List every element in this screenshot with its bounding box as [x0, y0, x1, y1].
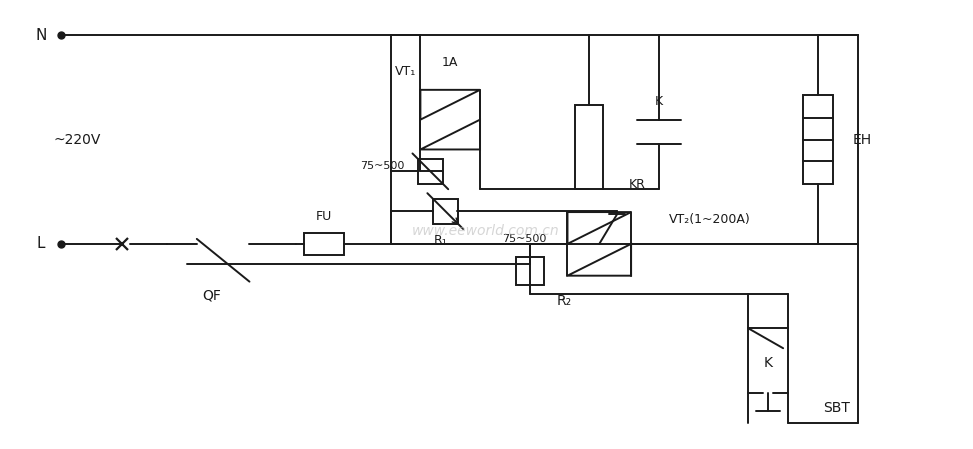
Text: FU: FU	[316, 210, 332, 223]
Bar	[803, 95, 833, 184]
Text: SBT: SBT	[823, 401, 849, 415]
Text: K: K	[764, 356, 773, 370]
Text: QF: QF	[202, 289, 221, 303]
Text: 75~500: 75~500	[503, 234, 547, 244]
Bar	[433, 198, 457, 224]
Text: KR: KR	[630, 178, 646, 191]
Text: VT₂(1~200A): VT₂(1~200A)	[668, 212, 750, 225]
Text: R₁: R₁	[433, 234, 448, 247]
Text: EH: EH	[852, 132, 872, 146]
Bar	[516, 257, 544, 285]
Text: www.eeworld.com.cn: www.eeworld.com.cn	[413, 224, 559, 238]
Text: R₂: R₂	[557, 294, 572, 308]
Text: N: N	[35, 28, 47, 43]
Text: ~220V: ~220V	[54, 132, 101, 146]
Text: 75~500: 75~500	[360, 161, 405, 172]
Bar	[418, 159, 443, 184]
Text: 1A: 1A	[442, 56, 458, 69]
Bar	[575, 105, 603, 189]
Text: K: K	[655, 95, 663, 108]
Text: VT₁: VT₁	[395, 66, 416, 79]
Text: L: L	[37, 236, 45, 251]
Bar	[305, 233, 343, 255]
